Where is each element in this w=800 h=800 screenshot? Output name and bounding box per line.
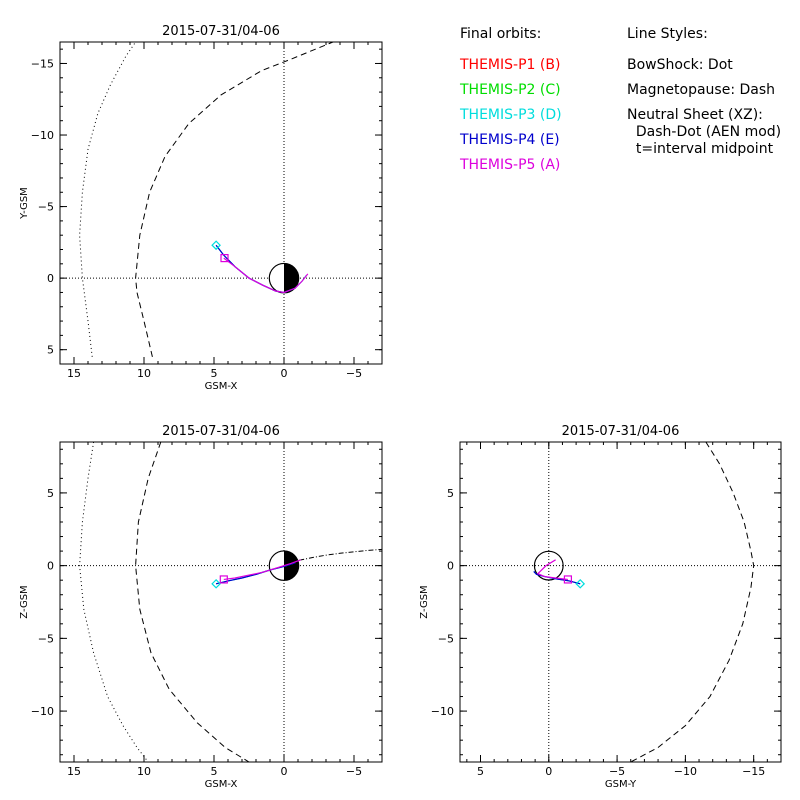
- marker-diamond: [211, 240, 221, 251]
- marker-square: [220, 253, 229, 263]
- x-tick-label: 15: [67, 367, 81, 380]
- legend-orbits-title: Final orbits:: [460, 26, 542, 42]
- y-tick-label: 5: [447, 487, 454, 500]
- y-tick-label: −5: [438, 632, 454, 645]
- y-tick-label: −10: [431, 705, 454, 718]
- y-tick-label: −10: [31, 705, 54, 718]
- plot-area: [60, 442, 382, 762]
- x-tick-label: 15: [67, 765, 81, 778]
- legend-styles-title: Line Styles:: [627, 26, 708, 42]
- legend-probe-p1: THEMIS-P1 (B): [460, 57, 561, 73]
- magnetopause-line: [630, 442, 755, 762]
- x-axis-label: GSM-X: [205, 381, 238, 392]
- y-axis-label: Z-GSM: [19, 585, 30, 618]
- legend-style-neutral-sheet: Neutral Sheet (XZ):: [627, 107, 763, 123]
- orbit-themis-p5: [223, 257, 309, 294]
- earth-night-side: [284, 263, 299, 293]
- x-tick-label: −5: [346, 367, 362, 380]
- marker-square: [563, 575, 573, 584]
- legend-style-midpoint: t=interval midpoint: [627, 141, 774, 157]
- legend-style-bowshock: BowShock: Dot: [627, 57, 733, 73]
- y-axis-label: Z-GSM: [419, 585, 430, 618]
- y-tick-label: 5: [47, 344, 54, 357]
- plot-frame: [59, 441, 383, 763]
- legend-probe-p5: THEMIS-P5 (A): [460, 157, 561, 173]
- y-tick-label: 0: [47, 560, 54, 573]
- plot-panel-3: 5 0 −5 −10 −15 5 0 −5 −10 2015-07-31/04-06 GSM-Y Z-…: [419, 424, 782, 790]
- y-tick-label: −5: [38, 632, 54, 645]
- x-tick-label: −10: [674, 765, 697, 778]
- y-tick-label: 0: [447, 560, 454, 573]
- x-tick-label: 0: [545, 765, 552, 778]
- legend-probe-p2: THEMIS-P2 (C): [460, 82, 561, 98]
- x-tick-label: 10: [137, 367, 151, 380]
- x-tick-label: 5: [211, 765, 218, 778]
- bowshock-line: [79, 442, 149, 762]
- x-tick-label: 0: [281, 367, 288, 380]
- legend-style-dashdot: Dash-Dot (AEN mod): [627, 124, 782, 140]
- marker-square: [219, 575, 228, 584]
- marker-diamond: [575, 578, 586, 589]
- plot-frame: [59, 41, 383, 365]
- x-tick-label: 0: [281, 765, 288, 778]
- magnetopause-line: [135, 442, 250, 762]
- y-tick-label: −5: [38, 201, 54, 214]
- orbit-themis-p4: [215, 562, 296, 585]
- marker-diamond: [211, 578, 221, 589]
- x-tick-label: 5: [477, 765, 484, 778]
- y-tick-label: 5: [47, 487, 54, 500]
- legend-probe-p3: THEMIS-P3 (D): [460, 107, 562, 123]
- plot-title: 2015-07-31/04-06: [162, 24, 280, 39]
- x-axis-label: GSM-X: [205, 779, 238, 790]
- orbit-themis-p5: [536, 559, 568, 581]
- plot-title: 2015-07-31/04-06: [562, 424, 680, 439]
- earth-night-side: [284, 550, 299, 581]
- plot-panel-2: 15 10 5 0 −5 5 0 −5 −10 2015-07-31/04-06 GSM-X Z-GS…: [19, 424, 383, 790]
- plot-title: 2015-07-31/04-06: [162, 424, 280, 439]
- y-tick-label: 0: [47, 272, 54, 285]
- magnetopause-line: [135, 42, 334, 357]
- plot-area: [60, 42, 382, 364]
- y-axis-label: Y-GSM: [19, 187, 30, 220]
- orbit-themis-p5: [223, 559, 302, 581]
- y-tick-label: −10: [31, 129, 54, 142]
- plot-panel-1: 15 10 5 0 −5 5 0 −5 −10 −15 2015-07-31/04-06 GSM-X Y…: [19, 24, 383, 392]
- earth-circle: [533, 550, 564, 581]
- plot-frame: [459, 441, 782, 763]
- x-tick-label: −15: [742, 765, 765, 778]
- neutral-sheet-line: [269, 548, 382, 568]
- x-tick-label: −5: [346, 765, 362, 778]
- x-tick-label: −5: [609, 765, 625, 778]
- x-tick-label: 5: [211, 367, 218, 380]
- bowshock-line: [79, 42, 137, 357]
- y-tick-label: −15: [31, 57, 54, 70]
- legend-style-magnetopause: Magnetopause: Dash: [627, 82, 776, 98]
- x-axis-label: GSM-Y: [605, 779, 637, 790]
- legend-probe-p4: THEMIS-P4 (E): [460, 132, 560, 148]
- plot-area: [460, 442, 781, 762]
- x-tick-label: 10: [137, 765, 151, 778]
